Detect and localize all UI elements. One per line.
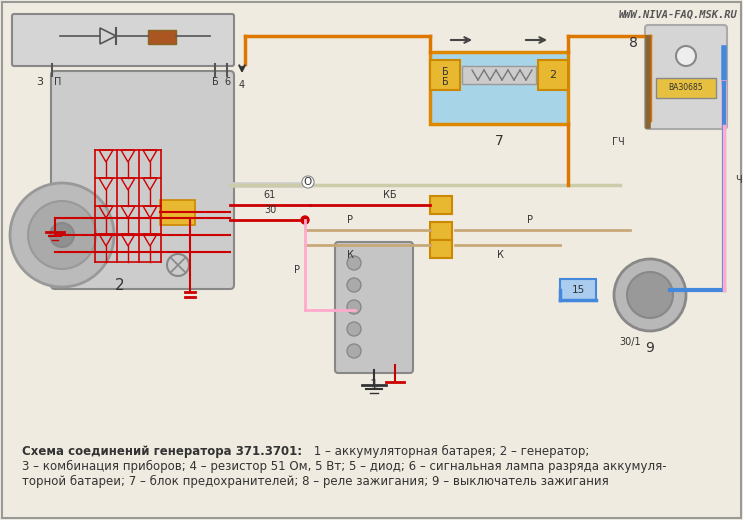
Circle shape xyxy=(10,183,114,287)
Text: WWW.NIVA-FAQ.MSK.RU: WWW.NIVA-FAQ.MSK.RU xyxy=(619,10,738,20)
Circle shape xyxy=(676,46,696,66)
Text: П: П xyxy=(54,77,62,87)
Text: Р: Р xyxy=(347,215,353,225)
Bar xyxy=(560,279,596,301)
Text: 8: 8 xyxy=(629,36,637,50)
Text: Р: Р xyxy=(527,215,533,225)
Circle shape xyxy=(347,322,361,336)
Circle shape xyxy=(614,259,686,331)
FancyBboxPatch shape xyxy=(645,25,727,129)
Text: 3 – комбинация приборов; 4 – резистор 51 Ом, 5 Вт; 5 – диод; 6 – сигнальная ламп: 3 – комбинация приборов; 4 – резистор 51… xyxy=(22,460,666,473)
Text: 1: 1 xyxy=(369,378,378,392)
Text: 4: 4 xyxy=(239,80,245,90)
Text: ВАЗ0685: ВАЗ0685 xyxy=(669,84,704,93)
Text: Ч: Ч xyxy=(735,175,742,185)
Circle shape xyxy=(301,216,309,224)
Bar xyxy=(430,60,460,90)
Circle shape xyxy=(28,201,96,269)
Text: Р: Р xyxy=(294,265,300,275)
Bar xyxy=(148,30,176,44)
Text: 6: 6 xyxy=(224,77,230,87)
Text: 30: 30 xyxy=(264,205,276,215)
Text: 2: 2 xyxy=(115,278,125,292)
Text: К: К xyxy=(346,250,354,260)
Text: 3: 3 xyxy=(36,77,44,87)
Bar xyxy=(462,66,536,84)
Circle shape xyxy=(627,272,673,318)
Text: О: О xyxy=(304,177,312,187)
Circle shape xyxy=(347,256,361,270)
Bar xyxy=(538,60,568,90)
Text: 7: 7 xyxy=(495,134,503,148)
Text: КБ: КБ xyxy=(383,190,397,200)
Bar xyxy=(430,52,568,124)
FancyBboxPatch shape xyxy=(51,71,234,289)
Text: ГЧ: ГЧ xyxy=(611,137,624,147)
Bar xyxy=(160,200,195,225)
Text: Б: Б xyxy=(441,77,448,87)
Circle shape xyxy=(347,300,361,314)
Bar xyxy=(430,222,452,240)
Bar xyxy=(430,240,452,258)
Text: 2: 2 xyxy=(549,70,557,80)
Text: Б: Б xyxy=(212,77,218,87)
Text: 9: 9 xyxy=(646,341,655,355)
Text: 15: 15 xyxy=(571,285,585,295)
Text: торной батареи; 7 – блок предохранителей; 8 – реле зажигания; 9 – выключатель за: торной батареи; 7 – блок предохранителей… xyxy=(22,475,609,488)
Text: 30/1: 30/1 xyxy=(619,337,640,347)
Bar xyxy=(656,78,716,98)
Circle shape xyxy=(347,278,361,292)
FancyBboxPatch shape xyxy=(335,242,413,373)
Text: Схема соединений генератора 371.3701:: Схема соединений генератора 371.3701: xyxy=(22,445,302,458)
Bar xyxy=(430,196,452,214)
FancyBboxPatch shape xyxy=(12,14,234,66)
Text: 1 – аккумуляторная батарея; 2 – генератор;: 1 – аккумуляторная батарея; 2 – генерато… xyxy=(310,445,589,458)
Circle shape xyxy=(50,223,74,247)
Text: К: К xyxy=(496,250,504,260)
Text: Б: Б xyxy=(441,67,448,77)
Text: 61: 61 xyxy=(264,190,276,200)
Circle shape xyxy=(347,344,361,358)
